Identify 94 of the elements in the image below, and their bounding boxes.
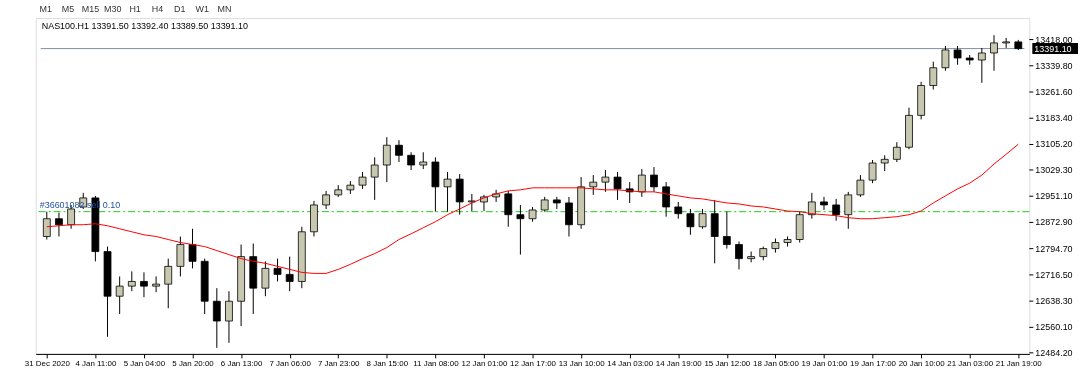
- candlestick: [722, 211, 731, 250]
- candlestick: [990, 34, 998, 72]
- y-tick-label: 12560.10: [1035, 322, 1073, 333]
- candlestick: [285, 256, 294, 292]
- text: M30: [104, 4, 122, 15]
- candlestick: [637, 168, 646, 198]
- candlestick: [516, 204, 525, 256]
- x-tick-label: 12 Jan 01:00: [461, 359, 508, 369]
- x-tick-label: 14 Jan 03:00: [607, 359, 654, 369]
- ref-line-label: 13391.10: [1034, 43, 1072, 54]
- candlestick: [953, 45, 962, 66]
- x-tick-label: 4 Jan 11:00: [75, 359, 117, 369]
- text: M1: [39, 4, 52, 15]
- candlestick: [820, 196, 828, 211]
- y-tick-label: 13029.30: [1035, 164, 1073, 175]
- candlestick: [698, 208, 707, 230]
- x-tick-label: 7 Jan 06:00: [269, 359, 312, 369]
- candlestick: [127, 270, 136, 292]
- candlestick: [941, 45, 950, 72]
- x-tick-label: 11 Jan 08:00: [413, 359, 460, 369]
- candlestick: [686, 208, 695, 236]
- text: H1: [129, 4, 141, 15]
- candlestick: [115, 275, 124, 315]
- candlestick: [382, 136, 391, 183]
- candlestick: [455, 173, 464, 216]
- y-tick-label: 12716.50: [1035, 269, 1073, 280]
- candlestick: [395, 139, 403, 163]
- candlestick: [176, 235, 185, 277]
- y-tick-label: 12638.30: [1035, 296, 1073, 307]
- text: W1: [195, 4, 209, 15]
- candlestick: [188, 228, 197, 269]
- candlestick: [273, 258, 282, 282]
- candlestick: [929, 61, 938, 91]
- y-tick-label: 12951.10: [1035, 191, 1073, 202]
- candlestick: [613, 171, 622, 201]
- candlestick: [977, 47, 986, 84]
- candlestick: [261, 260, 270, 297]
- candlestick: [370, 156, 379, 201]
- candlestick: [710, 199, 719, 264]
- candlestick: [868, 159, 877, 184]
- x-tick-label: 18 Jan 05:00: [752, 359, 800, 369]
- x-tick-label: 21 Jan 19:00: [995, 359, 1043, 369]
- x-tick-label: 12 Jan 17:00: [510, 359, 557, 369]
- y-tick-label: 13339.80: [1035, 60, 1073, 71]
- x-tick-label: 20 Jan 10:00: [898, 359, 946, 369]
- candlestick: [650, 166, 658, 193]
- y-tick-label: 12872.90: [1035, 217, 1073, 228]
- candlestick: [844, 191, 853, 230]
- x-tick-label: 14 Jan 19:00: [655, 359, 703, 369]
- candlestick: [55, 212, 63, 237]
- candlestick: [892, 141, 901, 163]
- candlestick: [443, 171, 452, 213]
- x-tick-label: 21 Jan 03:00: [947, 359, 994, 369]
- text: M5: [61, 4, 75, 15]
- candlestick: [565, 196, 573, 237]
- y-tick-label: 13261.60: [1035, 87, 1073, 98]
- x-tick-label: 13 Jan 10:00: [558, 359, 606, 369]
- candlestick: [492, 189, 500, 203]
- candlestick: [601, 169, 610, 193]
- y-tick-label: 13418.00: [1035, 34, 1073, 45]
- candlestick: [212, 287, 221, 349]
- x-tick-label: 6 Jan 13:00: [220, 359, 263, 369]
- x-tick-label: 19 Jan 17:00: [850, 359, 897, 369]
- candlestick: [322, 190, 330, 210]
- y-tick-label: 13105.20: [1035, 139, 1073, 150]
- x-tick-label: 8 Jan 15:00: [366, 359, 409, 369]
- x-tick-label: 19 Jan 01:00: [801, 359, 849, 369]
- candlestick: [225, 290, 233, 344]
- chart-title: NAS100.H1 13391.50 13392.40 13389.50 13391.10: [41, 21, 248, 32]
- x-tick-label: 7 Jan 23:00: [318, 359, 361, 369]
- candlestick: [589, 174, 598, 196]
- y-tick-label: 12484.20: [1035, 347, 1073, 358]
- candlestick: [140, 271, 148, 298]
- candlestick: [504, 190, 513, 228]
- candlestick: [832, 198, 841, 222]
- candlestick: [735, 241, 743, 270]
- text: M15: [81, 4, 100, 15]
- candlestick: [856, 174, 865, 198]
- candlestick: [164, 258, 173, 309]
- candlestick: [747, 251, 756, 263]
- x-tick-label: 5 Jan 04:00: [123, 359, 166, 369]
- candlestick: [662, 181, 670, 218]
- candlestick: [807, 192, 816, 220]
- candlestick: [42, 211, 51, 241]
- y-tick-label: 12794.70: [1035, 243, 1073, 254]
- x-tick-label: 5 Jan 20:00: [172, 359, 215, 369]
- text: H4: [151, 4, 164, 15]
- text: MN: [217, 4, 232, 15]
- candlestick: [152, 275, 160, 293]
- x-tick-label: 31 Dec 2020: [24, 359, 71, 369]
- candlestick: [1002, 37, 1011, 49]
- x-tick-label: 15 Jan 12:00: [704, 359, 751, 369]
- y-tick-label: 13183.40: [1035, 113, 1073, 124]
- text: D1: [174, 4, 186, 15]
